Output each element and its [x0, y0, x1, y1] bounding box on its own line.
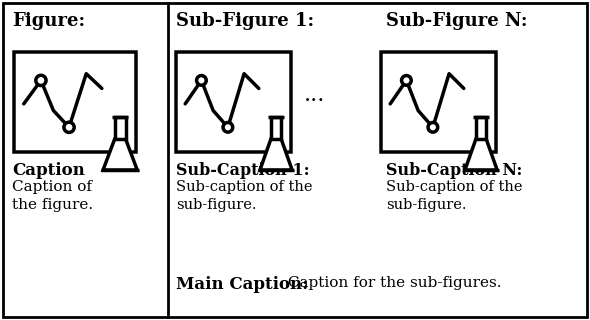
FancyBboxPatch shape [176, 52, 291, 152]
FancyBboxPatch shape [14, 52, 136, 152]
Text: Sub-Figure N:: Sub-Figure N: [386, 12, 527, 30]
Text: Sub-Figure 1:: Sub-Figure 1: [176, 12, 314, 30]
Circle shape [64, 122, 74, 132]
Circle shape [36, 75, 46, 85]
Polygon shape [260, 139, 292, 170]
Text: Sub-Caption N:: Sub-Caption N: [386, 162, 522, 179]
Circle shape [428, 123, 438, 132]
Polygon shape [103, 139, 137, 170]
Text: Sub-caption of the
sub-figure.: Sub-caption of the sub-figure. [176, 180, 313, 212]
Text: Figure:: Figure: [12, 12, 85, 30]
Text: Sub-caption of the
sub-figure.: Sub-caption of the sub-figure. [386, 180, 523, 212]
Text: Sub-Caption 1:: Sub-Caption 1: [176, 162, 310, 179]
FancyBboxPatch shape [3, 3, 587, 317]
Text: Caption for the sub-figures.: Caption for the sub-figures. [283, 276, 502, 290]
Polygon shape [114, 117, 126, 139]
Circle shape [402, 76, 411, 85]
Circle shape [223, 123, 232, 132]
Text: Caption of
the figure.: Caption of the figure. [12, 180, 93, 212]
Text: Main Caption:: Main Caption: [176, 276, 308, 293]
Circle shape [196, 76, 206, 85]
Polygon shape [271, 117, 281, 139]
FancyBboxPatch shape [381, 52, 496, 152]
Polygon shape [465, 139, 497, 170]
Text: ...: ... [304, 84, 325, 106]
Polygon shape [476, 117, 486, 139]
Text: Caption: Caption [12, 162, 85, 179]
